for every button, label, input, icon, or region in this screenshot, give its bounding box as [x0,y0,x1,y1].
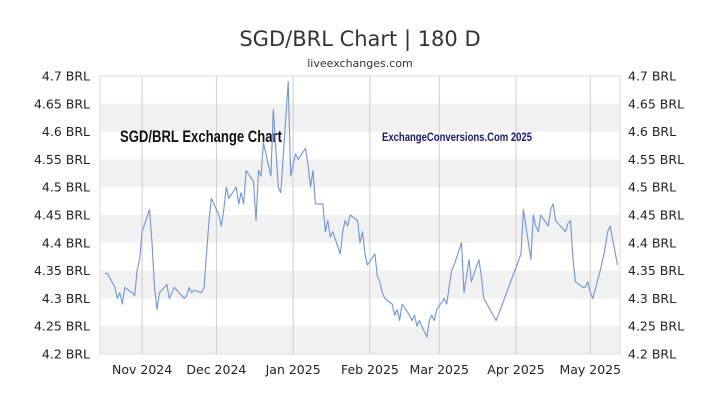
y-tick-label-left: 4.4 BRL [42,235,90,250]
y-tick-label-left: 4.45 BRL [34,208,90,223]
chart-annotation-title: SGD/BRL Exchange Chart [120,127,282,146]
grid-bands [100,103,620,354]
y-tick-label-right: 4.4 BRL [628,235,676,250]
y-tick-label-right: 4.2 BRL [628,347,676,362]
series-line [105,81,619,338]
y-tick-label-left: 4.55 BRL [34,152,90,167]
x-tick-label: May 2025 [559,362,621,377]
x-tick-label: Feb 2025 [341,362,399,377]
grid-band [100,159,620,188]
chart-subtitle: liveexchanges.com [307,57,412,70]
y-tick-label-right: 4.35 BRL [628,263,684,278]
chart-title: SGD/BRL Chart | 180 D [239,27,480,52]
grid-band [100,270,620,299]
x-tick-label: Nov 2024 [112,362,172,377]
y-tick-label-right: 4.45 BRL [628,208,684,223]
y-tick-label-right: 4.65 BRL [628,96,684,111]
y-axis-right: 4.2 BRL 4.25 BRL 4.3 BRL 4.35 BRL 4.4 BRL 4.4… [628,69,684,362]
y-tick-label-right: 4.6 BRL [628,124,676,139]
y-tick-label-left: 4.6 BRL [42,124,90,139]
y-axis-left: 4.2 BRL 4.25 BRL 4.3 BRL 4.35 BRL 4.4 BRL 4.4… [34,69,90,362]
x-tick-label: Jan 2025 [265,362,321,377]
series-group [105,81,619,338]
y-tick-label-left: 4.7 BRL [42,69,90,84]
y-tick-label-right: 4.25 BRL [628,319,684,334]
y-tick-label-left: 4.3 BRL [42,291,90,306]
chart-annotation-source: ExchangeConversions.Com 2025 [382,130,532,144]
y-tick-label-left: 4.65 BRL [34,96,90,111]
y-tick-label-right: 4.55 BRL [628,152,684,167]
grid-band [100,326,620,354]
y-tick-label-right: 4.7 BRL [628,69,676,84]
y-tick-label-left: 4.2 BRL [42,347,90,362]
y-tick-label-left: 4.25 BRL [34,319,90,334]
x-tick-label: Mar 2025 [410,362,469,377]
grid-band [100,103,620,132]
y-tick-label-left: 4.5 BRL [42,180,90,195]
y-tick-label-right: 4.5 BRL [628,180,676,195]
y-tick-label-left: 4.35 BRL [34,263,90,278]
plot-area-border [99,75,621,355]
x-tick-label: Apr 2025 [487,362,544,377]
y-tick-label-right: 4.3 BRL [628,291,676,306]
x-tick-label: Dec 2024 [186,362,246,377]
x-axis: Nov 2024 Dec 2024 Jan 2025 Feb 2025 Mar 2025… [112,362,621,377]
vertical-gridlines [141,76,591,354]
